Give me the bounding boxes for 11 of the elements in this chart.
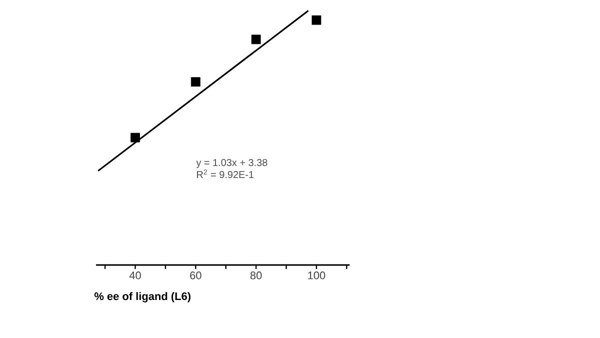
x-tick-label: 60: [190, 272, 202, 280]
point: [130, 132, 140, 142]
annotation: R$^{2}$ = 9.92E-1: [197, 170, 254, 178]
x-tick-label: 100: [308, 272, 326, 280]
point: [312, 15, 322, 25]
x-tick-label: 40: [129, 272, 141, 280]
x-axis-title: % ee of ligand (L6): [94, 292, 190, 302]
point: [251, 34, 261, 44]
point: [190, 77, 200, 87]
x-tick-label: 80: [250, 272, 262, 280]
annotation: y = 1.03x + 3.38: [196, 159, 268, 168]
